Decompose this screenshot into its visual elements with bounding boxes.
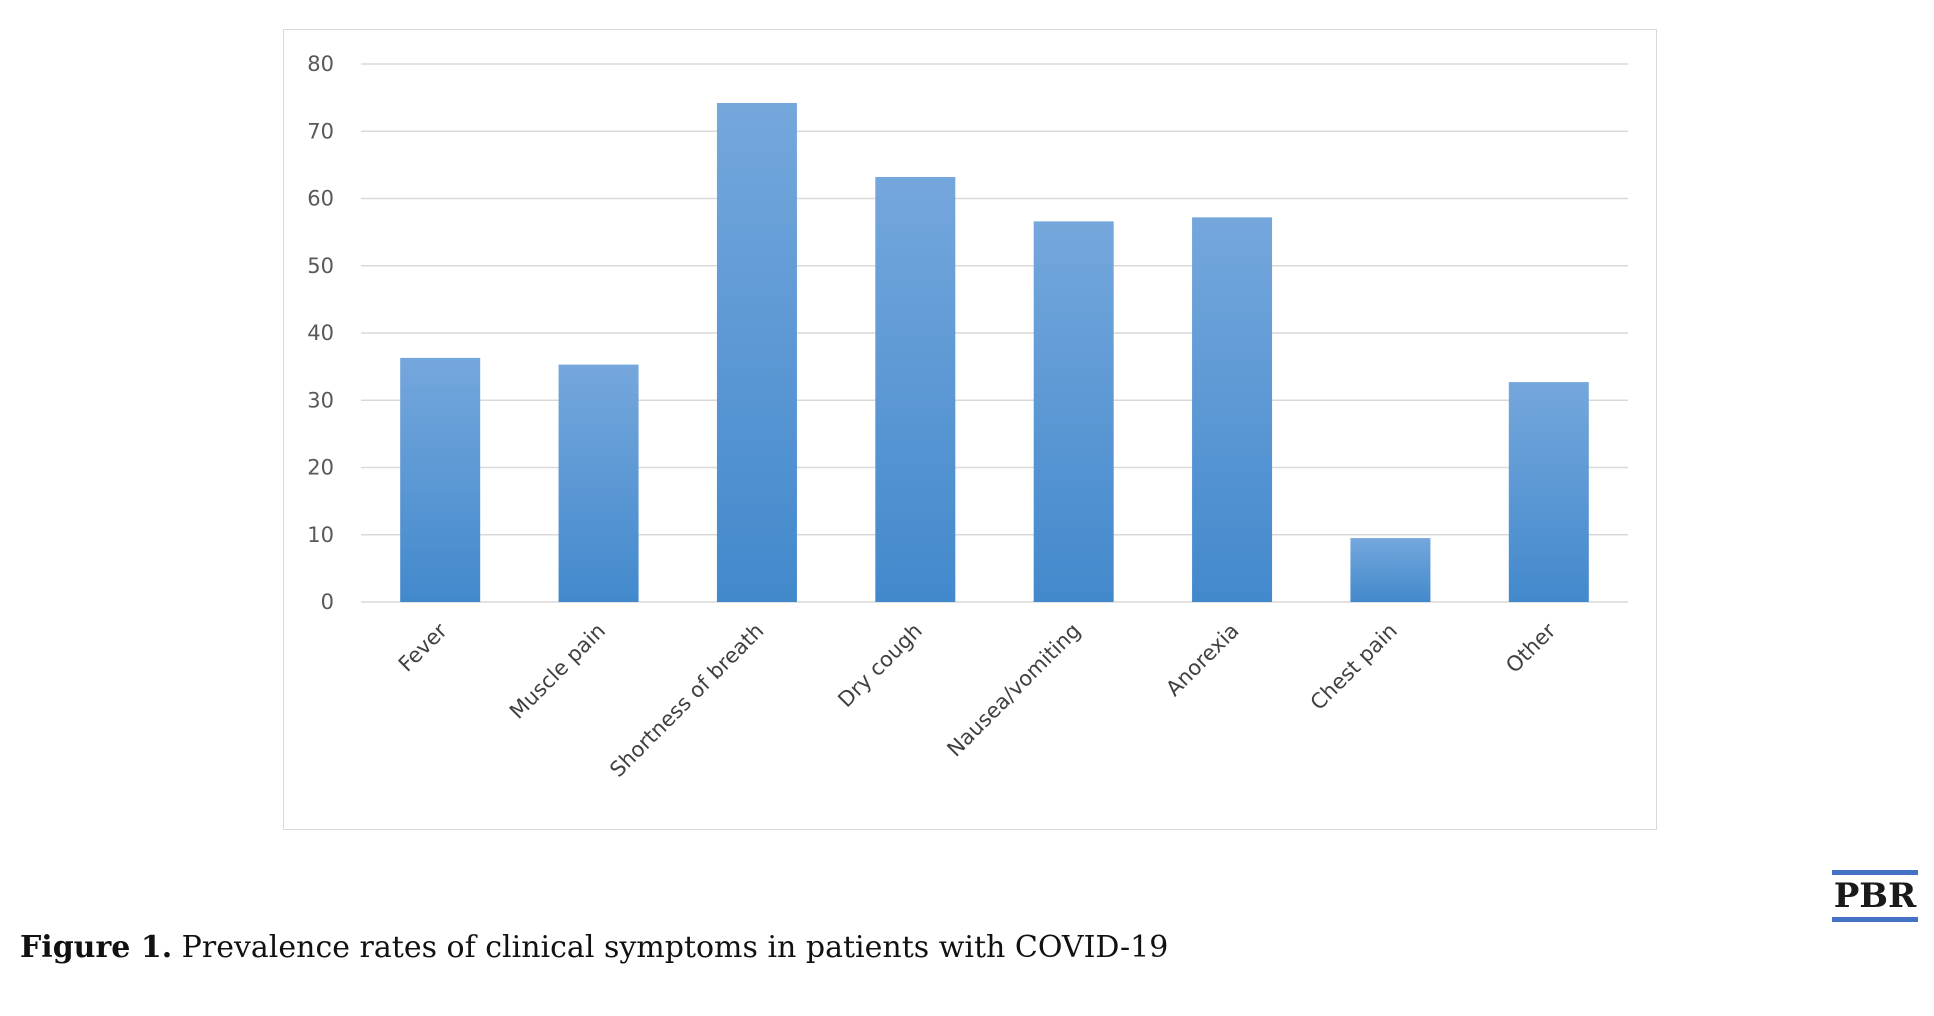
y-tick-label: 50	[307, 254, 334, 278]
y-tick-label: 0	[321, 590, 334, 614]
bar-muscle-pain	[558, 364, 639, 602]
y-tick-label: 20	[307, 456, 334, 480]
bar-chart: 0 10 20 30 40 50 60 70 80 Fever Muscle painShortn…	[307, 52, 1628, 782]
bar-shortness-of-breath	[716, 103, 797, 602]
bar-dry-cough	[875, 176, 956, 603]
journal-logo: PBR	[1832, 870, 1918, 922]
x-tick-label: Muscle pain	[505, 619, 610, 724]
bar-nausea-vomiting	[1033, 221, 1114, 603]
y-axis-ticks: 0 10 20 30 40 50 60 70 80	[307, 52, 334, 614]
x-tick-label: Chest pain	[1306, 619, 1402, 715]
y-tick-label: 30	[307, 388, 334, 412]
y-tick-label: 80	[307, 52, 334, 76]
y-tick-label: 40	[307, 321, 334, 345]
figure-label: Figure 1.	[20, 930, 173, 965]
bars	[400, 103, 1589, 603]
x-tick-label: Fever	[394, 618, 452, 676]
figure-caption: Figure 1. Prevalence rates of clinical s…	[20, 930, 1168, 965]
x-tick-label: Shortness of breath	[605, 619, 768, 782]
y-tick-label: 70	[307, 119, 334, 143]
figure-caption-text: Prevalence rates of clinical symptoms in…	[172, 930, 1169, 965]
logo-top-rule	[1832, 870, 1918, 875]
gridlines	[361, 63, 1628, 603]
logo-bottom-rule	[1832, 917, 1918, 922]
y-tick-label: 10	[307, 523, 334, 547]
y-tick-label: 60	[307, 187, 334, 211]
bar-anorexia	[1192, 217, 1273, 602]
x-tick-label: Other	[1501, 618, 1560, 677]
x-tick-label: Dry cough	[833, 619, 927, 713]
x-tick-label: Anorexia	[1161, 619, 1243, 701]
bar-chest-pain	[1350, 538, 1431, 602]
x-tick-label: Nausea/vomiting	[942, 619, 1085, 762]
logo-text: PBR	[1833, 876, 1917, 916]
bar-fever	[400, 357, 481, 602]
bar-other	[1508, 382, 1589, 602]
chart-frame: 0 10 20 30 40 50 60 70 80 Fever Muscle pain Shortn…	[283, 29, 1657, 830]
